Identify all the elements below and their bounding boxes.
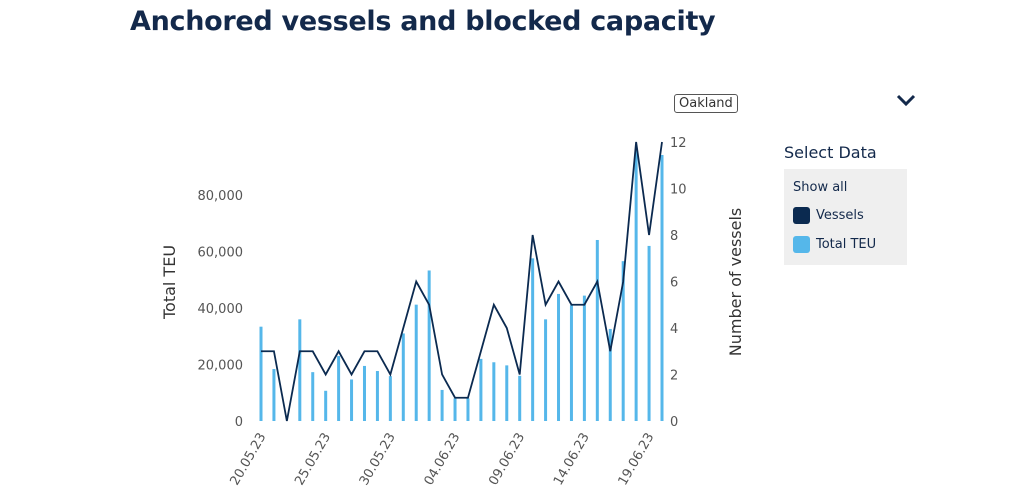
teu-bar: [427, 270, 431, 421]
x-tick-label: 14.06.23: [551, 431, 593, 489]
teu-bar: [569, 305, 573, 421]
x-tick-label: 19.06.23: [616, 431, 658, 489]
show-all-button[interactable]: Show all: [793, 180, 848, 195]
legend-label: Total TEU: [816, 237, 877, 252]
teu-bar: [388, 376, 392, 421]
x-tick-label: 25.05.23: [292, 431, 334, 489]
right-axis-label: Number of vessels: [726, 208, 745, 356]
right-axis-ticks: 0 2 4 6 8 10 12: [670, 136, 687, 430]
teu-bar: [505, 365, 509, 421]
teu-bar: [492, 362, 496, 421]
total-teu-swatch: [793, 236, 810, 253]
right-tick-label: 2: [670, 369, 678, 384]
left-tick-label: 80,000: [198, 189, 244, 204]
left-tick-label: 40,000: [198, 302, 244, 317]
teu-bar: [544, 319, 548, 421]
teu-bar: [337, 356, 341, 421]
x-tick-label: 20.05.23: [228, 431, 270, 489]
right-tick-label: 12: [670, 136, 687, 151]
vessels-swatch: [793, 207, 810, 224]
legend-item-total-teu[interactable]: Total TEU: [793, 236, 876, 253]
x-tick-label: 04.06.23: [422, 431, 464, 489]
right-tick-label: 0: [670, 415, 678, 430]
legend-label: Vessels: [816, 208, 864, 223]
teu-bar: [324, 390, 328, 421]
teu-bar: [272, 369, 276, 421]
teu-bar: [621, 261, 625, 421]
teu-bar: [466, 398, 470, 421]
vessels-line: [261, 141, 663, 422]
x-tick-label: 09.06.23: [486, 431, 528, 489]
teu-bar: [350, 379, 354, 421]
teu-bar: [440, 389, 444, 421]
teu-bar: [582, 295, 586, 421]
teu-bar: [634, 149, 638, 422]
teu-bar: [647, 245, 651, 421]
left-tick-label: 60,000: [198, 246, 244, 261]
x-tick-label: 30.05.23: [357, 431, 399, 489]
teu-bar: [557, 293, 561, 421]
teu-bar: [401, 333, 405, 421]
page-title: Anchored vessels and blocked capacity: [130, 6, 716, 37]
legend-title: Select Data: [784, 143, 877, 162]
left-tick-label: 0: [235, 415, 243, 430]
x-axis-ticks: 20.05.23 25.05.23 30.05.23 04.06.23 09.06.23…: [228, 431, 658, 489]
right-tick-label: 8: [670, 229, 678, 244]
region-button-oakland[interactable]: Oakland: [674, 94, 738, 113]
teu-bar: [362, 365, 366, 421]
right-tick-label: 6: [670, 276, 678, 291]
teu-bar: [259, 326, 263, 421]
teu-bar: [608, 328, 612, 421]
teu-bars: [259, 149, 664, 422]
teu-bar: [453, 398, 457, 421]
chevron-down-icon[interactable]: [895, 90, 917, 110]
right-tick-label: 10: [670, 183, 687, 198]
legend: Show all Vessels Total TEU: [784, 169, 907, 265]
teu-bar: [311, 372, 315, 421]
left-axis-ticks: 0 20,000 40,000 60,000 80,000: [198, 189, 244, 430]
teu-bar: [595, 239, 599, 421]
teu-bar: [531, 258, 535, 421]
teu-bar: [375, 371, 379, 421]
teu-bar: [298, 319, 302, 421]
teu-bar: [518, 375, 522, 421]
left-tick-label: 20,000: [198, 359, 244, 374]
teu-bar: [479, 358, 483, 421]
teu-bar: [660, 154, 664, 422]
teu-bar: [414, 304, 418, 421]
right-tick-label: 4: [670, 322, 678, 337]
left-axis-label: Total TEU: [160, 245, 179, 320]
legend-item-vessels[interactable]: Vessels: [793, 207, 864, 224]
